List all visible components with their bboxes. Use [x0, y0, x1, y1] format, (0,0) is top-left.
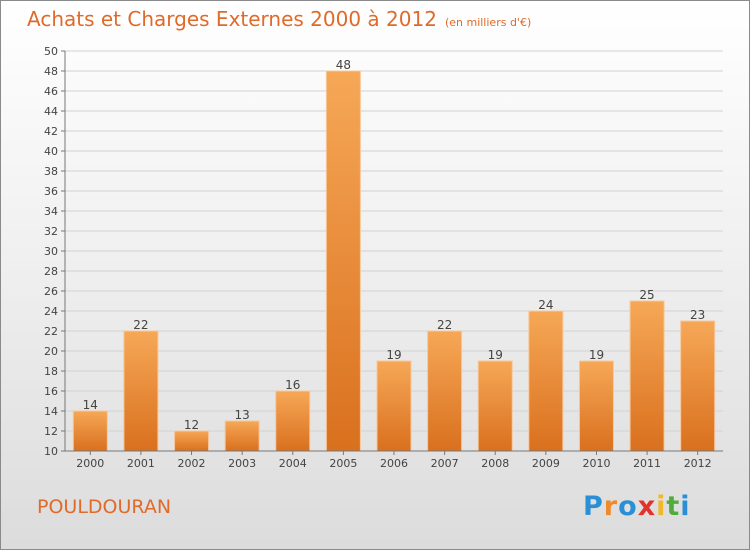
x-tick-label-2009: 2009 — [532, 457, 560, 470]
y-tick-label: 40 — [44, 145, 58, 158]
bar-2012 — [680, 320, 716, 452]
logo-letter: i — [656, 491, 667, 522]
y-tick-label: 30 — [44, 245, 58, 258]
logo-letter: x — [637, 491, 657, 522]
x-tick-label-2007: 2007 — [431, 457, 459, 470]
bars — [72, 70, 716, 452]
logo-letter: P — [583, 491, 604, 522]
y-tick-label: 42 — [44, 125, 58, 138]
x-tick-label-2010: 2010 — [582, 457, 610, 470]
bar-2004 — [275, 390, 311, 452]
value-label-2000: 14 — [83, 398, 98, 412]
chart-title: Achats et Charges Externes 2000 à 2012 (e… — [27, 7, 531, 31]
y-tick-label: 12 — [44, 425, 58, 438]
x-tick-label-2001: 2001 — [127, 457, 155, 470]
value-label-2006: 19 — [386, 348, 401, 362]
x-tick-label-2004: 2004 — [279, 457, 307, 470]
chart-units: (en milliers d'€) — [444, 16, 532, 29]
y-tick-label: 34 — [44, 205, 58, 218]
y-tick-label: 24 — [44, 305, 58, 318]
y-tick-label: 36 — [44, 185, 58, 198]
labels: 14 22 12 13 16 48 19 22 19 24 19 25 23 — [83, 58, 706, 432]
bar-2008 — [477, 360, 513, 452]
x-tick-label-2008: 2008 — [481, 457, 509, 470]
bar-2005 — [325, 70, 361, 452]
x-tick-label-2006: 2006 — [380, 457, 408, 470]
commune-name: POULDOURAN — [37, 496, 172, 518]
x-tick-label-2011: 2011 — [633, 457, 661, 470]
value-label-2001: 22 — [133, 318, 148, 332]
bar-2001 — [123, 330, 159, 452]
value-label-2007: 22 — [437, 318, 452, 332]
x-tick-label-2000: 2000 — [76, 457, 104, 470]
y-tick-label: 32 — [44, 225, 58, 238]
bar-2009 — [528, 310, 564, 452]
bar-2011 — [629, 300, 665, 452]
value-label-2002: 12 — [184, 418, 199, 432]
y-tick-label: 14 — [44, 405, 58, 418]
logo-letter: r — [603, 491, 619, 522]
bar-2010 — [578, 360, 614, 452]
bar-2006 — [376, 360, 412, 452]
bar-2007 — [427, 330, 463, 452]
value-label-2008: 19 — [488, 348, 503, 362]
logo-letter: t — [666, 491, 681, 522]
y-tick-label: 10 — [44, 445, 58, 458]
value-label-2004: 16 — [285, 378, 300, 392]
y-tick-label: 48 — [44, 65, 58, 78]
axes: 10 12 14 16 18 20 22 24 26 28 30 32 34 36 38 40 42 44 46 48… — [44, 45, 723, 470]
x-tick-label-2005: 2005 — [329, 457, 357, 470]
y-tick-label: 18 — [44, 365, 58, 378]
value-label-2011: 25 — [639, 288, 654, 302]
x-tick-label-2003: 2003 — [228, 457, 256, 470]
chart-title-text: Achats et Charges Externes 2000 à 2012 — [27, 7, 437, 31]
bar-2000 — [72, 410, 108, 452]
value-label-2005: 48 — [336, 58, 351, 72]
logo-letter: i — [680, 491, 691, 522]
proxiti-logo[interactable]: Proxiti — [583, 491, 691, 522]
y-tick-label: 46 — [44, 85, 58, 98]
y-tick-label: 28 — [44, 265, 58, 278]
y-tick-label: 38 — [44, 165, 58, 178]
x-tick-label-2002: 2002 — [178, 457, 206, 470]
value-label-2012: 23 — [690, 308, 705, 322]
y-tick-label: 16 — [44, 385, 58, 398]
y-tick-label: 20 — [44, 345, 58, 358]
y-tick-label: 26 — [44, 285, 58, 298]
y-tick-label: 44 — [44, 105, 58, 118]
value-label-2009: 24 — [538, 298, 553, 312]
value-label-2010: 19 — [589, 348, 604, 362]
x-tick-label-2012: 2012 — [684, 457, 712, 470]
bar-2003 — [224, 420, 260, 452]
y-tick-label: 50 — [44, 45, 58, 58]
value-label-2003: 13 — [235, 408, 250, 422]
bar-chart: 14 22 12 13 16 48 19 22 19 24 19 25 23 10 12 14 16 18 20 2… — [44, 45, 723, 470]
bar-2002 — [174, 430, 210, 452]
logo-letter: o — [618, 491, 638, 522]
y-tick-label: 22 — [44, 325, 58, 338]
